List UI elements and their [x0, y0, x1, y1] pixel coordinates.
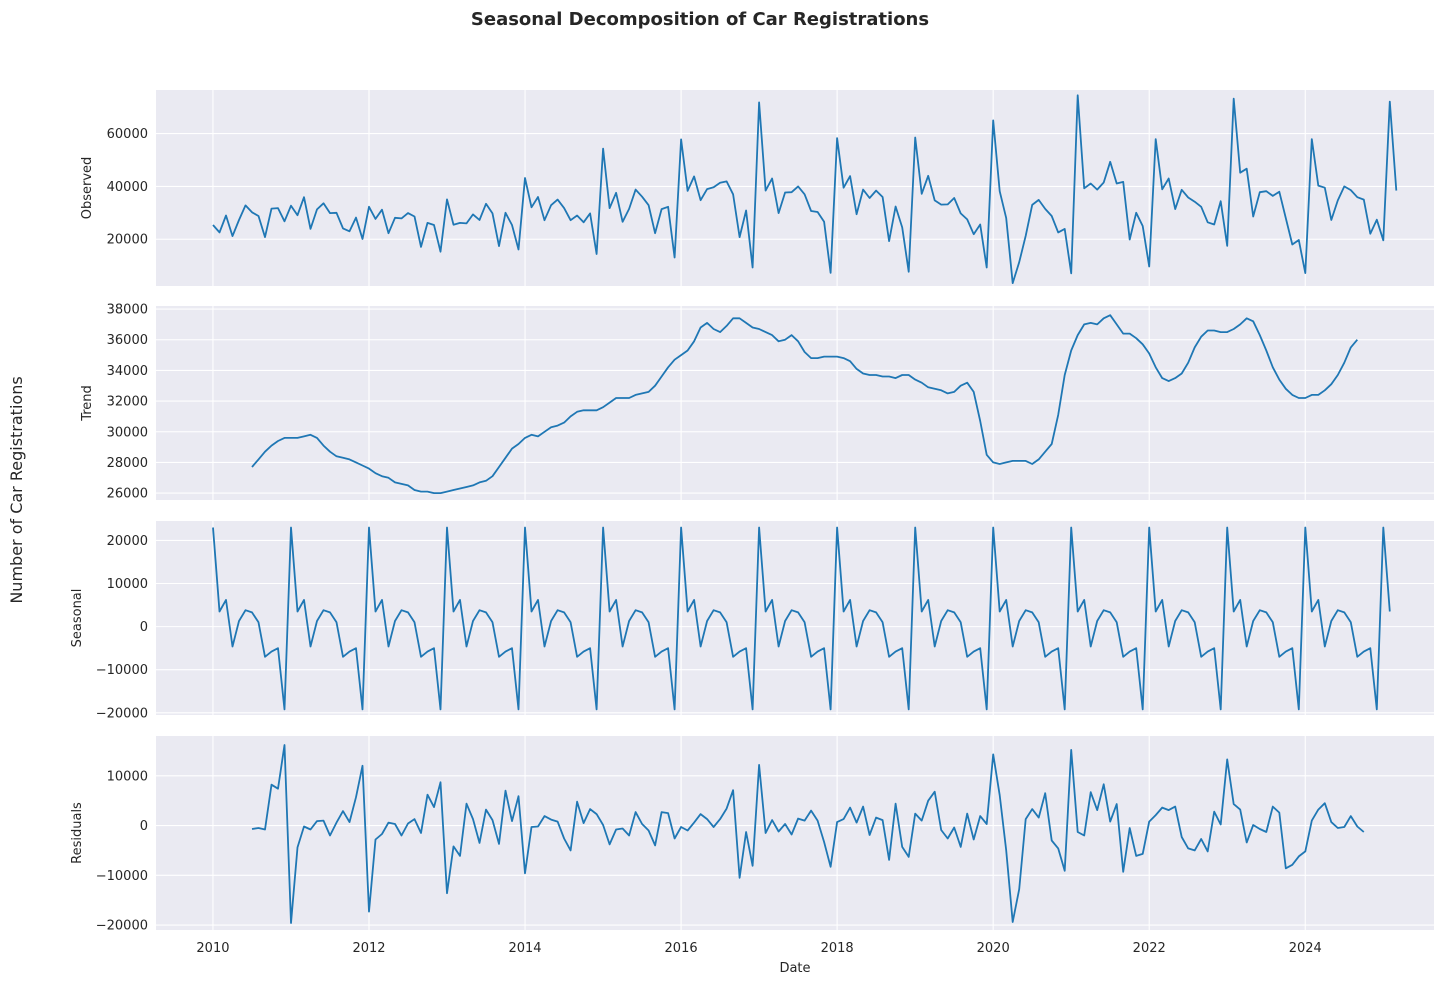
seasonal-series-line — [212, 526, 1391, 711]
residuals-y-tick-label: −20000 — [96, 919, 148, 934]
x-tick-label: 2010 — [196, 941, 229, 956]
residuals-y-tick-label: −10000 — [96, 869, 148, 884]
observed-axis-label: Observed — [80, 157, 95, 220]
x-axis-label: Date — [779, 961, 810, 976]
seasonal-y-tick-label: 0 — [140, 620, 148, 635]
observed-series-line — [212, 94, 1398, 285]
x-tick-label: 2020 — [977, 941, 1010, 956]
seasonal-y-tick-label: 20000 — [107, 534, 148, 549]
residuals-plot-area — [156, 736, 1434, 930]
trend-y-tick-label: 26000 — [107, 487, 148, 502]
observed-y-tick-label: 20000 — [107, 233, 148, 248]
seasonal-axis-label: Seasonal — [70, 589, 85, 648]
residuals-y-tick-label: 0 — [140, 819, 148, 834]
observed-y-tick-label: 40000 — [107, 180, 148, 195]
trend-plot-area — [156, 306, 1434, 500]
x-tick-label: 2018 — [821, 941, 854, 956]
x-tick-label: 2022 — [1133, 941, 1166, 956]
x-tick-label: 2012 — [352, 941, 385, 956]
observed-y-tick-label: 60000 — [107, 127, 148, 142]
seasonal-y-tick-label: −10000 — [96, 663, 148, 678]
trend-panel: 26000 28000 30000 32000 34000 36000 38000 Trend — [80, 303, 1434, 502]
trend-y-tick-label: 38000 — [107, 303, 148, 318]
trend-y-tick-label: 30000 — [107, 425, 148, 440]
x-tick-label: 2016 — [665, 941, 698, 956]
x-tick-label: 2024 — [1289, 941, 1322, 956]
trend-series-line — [251, 314, 1358, 495]
residuals-panel: −20000 −10000 0 10000 Residuals — [70, 736, 1434, 934]
residuals-y-tick-label: 10000 — [107, 769, 148, 784]
figure-y-label: Number of Car Registrations — [7, 376, 26, 603]
trend-y-tick-label: 32000 — [107, 395, 148, 410]
trend-y-tick-label: 28000 — [107, 456, 148, 471]
trend-axis-label: Trend — [80, 385, 95, 422]
seasonal-panel: −20000 −10000 0 10000 20000 Seasonal — [70, 521, 1434, 721]
residuals-axis-label: Residuals — [70, 802, 85, 864]
residuals-series-line — [251, 744, 1365, 924]
seasonal-y-tick-label: 10000 — [107, 577, 148, 592]
trend-y-tick-label: 34000 — [107, 364, 148, 379]
panels-group: 20000 40000 60000 Observed 26000 28000 30000 32… — [70, 90, 1434, 956]
x-tick-label: 2014 — [508, 941, 541, 956]
observed-panel: 20000 40000 60000 Observed — [80, 90, 1434, 286]
chart-title: Seasonal Decomposition of Car Registrati… — [471, 9, 929, 30]
seasonal-y-tick-label: −20000 — [96, 706, 148, 721]
trend-y-tick-label: 36000 — [107, 333, 148, 348]
